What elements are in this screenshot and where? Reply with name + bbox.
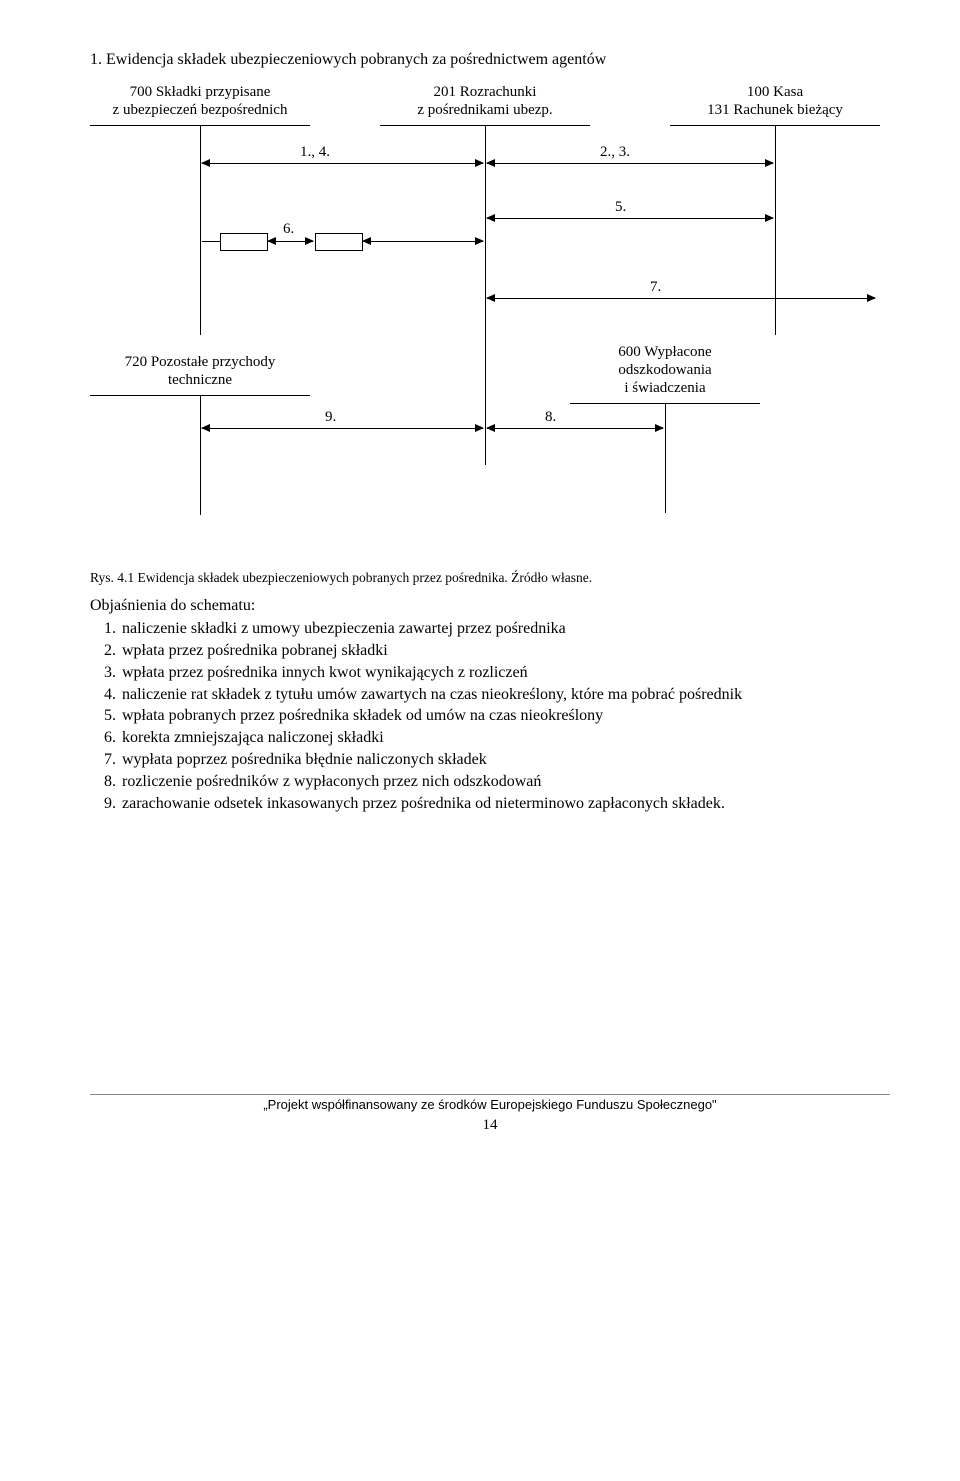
arrow-5	[487, 218, 773, 219]
page-number: 14	[90, 1116, 890, 1136]
arrow-9	[202, 428, 483, 429]
arrow-6-right	[363, 241, 483, 242]
acc201-l1: 201 Rozrachunki	[434, 84, 537, 100]
explain-item: naliczenie rat składek z tytułu umów zaw…	[120, 685, 890, 706]
explain-item: zarachowanie odsetek inkasowanych przez …	[120, 794, 890, 815]
label-8: 8.	[545, 408, 556, 428]
arrow-6-mid	[268, 241, 313, 242]
label-2-3: 2., 3.	[600, 143, 630, 163]
explanation-heading: Objaśnienia do schematu:	[90, 596, 890, 617]
arrow-8	[487, 428, 663, 429]
acc100-l1: 100 Kasa	[747, 84, 803, 100]
account-700: 700 Składki przypisane z ubezpieczeń bez…	[90, 83, 310, 119]
label-9: 9.	[325, 408, 336, 428]
figure-caption: Rys. 4.1 Ewidencja składek ubezpieczenio…	[90, 569, 890, 587]
acc600-l2: odszkodowania	[618, 362, 711, 378]
section-title: 1. Ewidencja składek ubezpieczeniowych p…	[90, 50, 890, 71]
arrow-7	[487, 298, 875, 299]
label-5: 5.	[615, 198, 626, 218]
acc201-l2: z pośrednikami ubezp.	[417, 102, 552, 118]
acc100-l2: 131 Rachunek bieżący	[707, 102, 843, 118]
explain-item: wpłata przez pośrednika innych kwot wyni…	[120, 663, 890, 684]
account-201: 201 Rozrachunki z pośrednikami ubezp.	[380, 83, 590, 119]
arrow-1-4	[202, 163, 483, 164]
acc720-l2: techniczne	[168, 372, 232, 388]
explanation-list: naliczenie składki z umowy ubezpieczenia…	[90, 619, 890, 814]
label-7: 7.	[650, 278, 661, 298]
label-6: 6.	[283, 220, 294, 240]
explain-item: naliczenie składki z umowy ubezpieczenia…	[120, 619, 890, 640]
arrow-2-3	[487, 163, 773, 164]
rect-6b	[315, 233, 363, 251]
page-footer: „Projekt współfinansowany ze środków Eur…	[90, 1094, 890, 1135]
label-1-4: 1., 4.	[300, 143, 330, 163]
account-100-131: 100 Kasa 131 Rachunek bieżący	[670, 83, 880, 119]
account-600: 600 Wypłacone odszkodowania i świadczeni…	[575, 343, 755, 397]
rect-6a	[220, 233, 268, 251]
acc600-l1: 600 Wypłacone	[618, 344, 711, 360]
explain-item: wpłata przez pośrednika pobranej składki	[120, 641, 890, 662]
account-720: 720 Pozostałe przychody techniczne	[90, 353, 310, 389]
explain-item: wypłata poprzez pośrednika błędnie nalic…	[120, 750, 890, 771]
explain-item: wpłata pobranych przez pośrednika składe…	[120, 706, 890, 727]
explain-item: korekta zmniejszająca naliczonej składki	[120, 728, 890, 749]
acc700-l1: 700 Składki przypisane	[130, 84, 271, 100]
explain-item: rozliczenie pośredników z wypłaconych pr…	[120, 772, 890, 793]
acc720-l1: 720 Pozostałe przychody	[125, 354, 276, 370]
accounting-diagram: 700 Składki przypisane z ubezpieczeń bez…	[90, 83, 880, 563]
acc700-l2: z ubezpieczeń bezpośrednich	[113, 102, 288, 118]
footer-text: „Projekt współfinansowany ze środków Eur…	[90, 1097, 890, 1114]
acc600-l3: i świadczenia	[624, 380, 705, 396]
